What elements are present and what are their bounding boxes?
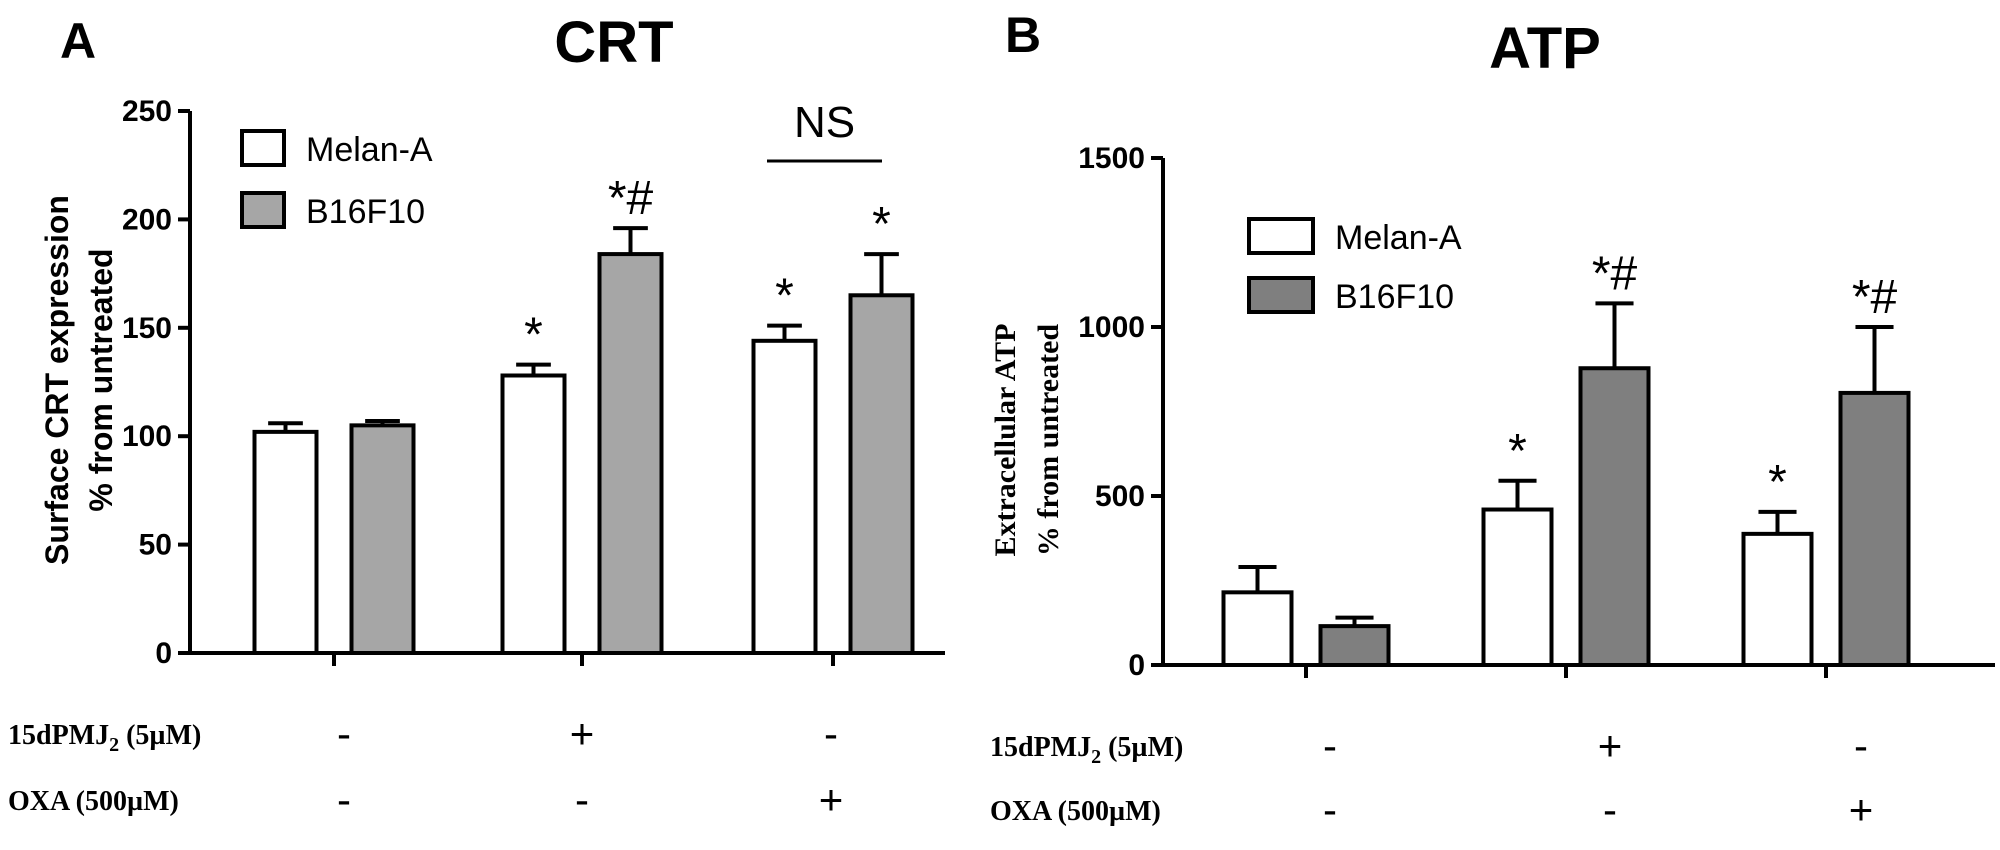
panel-a-y-tick-label-5: 250 bbox=[122, 95, 172, 128]
panel-a-legend-swatch-melan-a bbox=[240, 129, 286, 167]
panel-b-letter: B bbox=[1005, 7, 1041, 63]
panel-a-significance-label-melan-a-2: * bbox=[775, 270, 794, 323]
panel-b-condition-label-0: 15dPMJ2 (5µM) bbox=[990, 732, 1183, 768]
panel-a-condition-label-1: OXA (500µM) bbox=[8, 786, 179, 817]
panel-a-y-tick-label-0: 0 bbox=[155, 637, 172, 670]
panel-a-legend-swatch-b16f10 bbox=[240, 191, 286, 229]
panel-b-bar-b16f10-1 bbox=[1578, 366, 1651, 667]
panel-a-y-tick-label-4: 200 bbox=[122, 203, 172, 236]
panel-a-significance-label-melan-a-1: * bbox=[524, 309, 543, 362]
panel-b-significance-label-b16f10-1: *# bbox=[1592, 247, 1638, 300]
panel-a-significance-label-b16f10-1: *# bbox=[608, 172, 654, 225]
panel-a-legend-label-b16f10: B16F10 bbox=[306, 193, 425, 231]
panel-b-condition-1-sign-0: - bbox=[1323, 786, 1337, 833]
panel-b-ylabel-line2: % from untreated bbox=[1032, 324, 1065, 557]
panel-b-legend-label-melan-a: Melan-A bbox=[1335, 219, 1462, 257]
panel-b-y-tick-label-0: 0 bbox=[1128, 649, 1145, 682]
panel-b-ylabel-line1: Extracellular ATP bbox=[989, 323, 1022, 556]
panel-b-condition-0-sign-2: - bbox=[1854, 722, 1868, 769]
panel-a-condition-0-sign-0: - bbox=[337, 710, 351, 757]
panel-b-bar-b16f10-2 bbox=[1838, 390, 1911, 667]
panel-a-bar-b16f10-1 bbox=[597, 252, 664, 655]
panel-b-title: ATP bbox=[1489, 16, 1601, 81]
panel-b-bar-b16f10-0 bbox=[1318, 624, 1391, 668]
panel-b-significance-label-melan-a-2: * bbox=[1768, 456, 1787, 509]
panel-b-significance-label-melan-a-1: * bbox=[1508, 425, 1527, 478]
panel-a-title: CRT bbox=[554, 10, 673, 75]
panel-a-y-tick-label-3: 150 bbox=[122, 312, 172, 345]
panel-b-condition-0-sign-1: + bbox=[1598, 722, 1623, 769]
panel-a-bar-b16f10-2 bbox=[848, 293, 915, 655]
panel-a-y-tick-label-1: 50 bbox=[139, 529, 172, 562]
panel-b-bar-melan-a-1 bbox=[1481, 507, 1554, 667]
panel-a-bar-melan-a-2 bbox=[751, 338, 818, 655]
panel-a-significance-label-b16f10-2: * bbox=[872, 198, 891, 251]
panel-a-bar-melan-a-1 bbox=[500, 373, 567, 655]
panel-a-condition-1-sign-0: - bbox=[337, 776, 351, 823]
panel-a-ylabel-line1: Surface CRT expression bbox=[39, 195, 75, 565]
panel-b-y-tick-label-1: 500 bbox=[1095, 480, 1145, 513]
panel-b-condition-label-1: OXA (500µM) bbox=[990, 796, 1161, 827]
panel-a-legend-label-melan-a: Melan-A bbox=[306, 131, 433, 169]
panel-b-y-tick-label-2: 1000 bbox=[1078, 311, 1145, 344]
panel-a-letter: A bbox=[60, 13, 96, 69]
panel-b-y-tick-label-3: 1500 bbox=[1078, 142, 1145, 175]
panel-a-bar-b16f10-0 bbox=[349, 423, 416, 655]
panel-b-condition-1-sign-2: + bbox=[1849, 786, 1874, 833]
panel-b-bar-melan-a-0 bbox=[1221, 590, 1294, 668]
panel-b-bar-melan-a-2 bbox=[1741, 531, 1814, 668]
panel-a-bar-melan-a-0 bbox=[252, 429, 319, 656]
panel-a-condition-0-sign-1: + bbox=[570, 710, 595, 757]
panel-a-ns-label: NS bbox=[794, 98, 855, 147]
panel-b-condition-1-sign-1: - bbox=[1603, 786, 1617, 833]
panel-b-legend-swatch-melan-a bbox=[1247, 217, 1315, 255]
panel-a-ylabel-line2: % from untreated bbox=[83, 248, 119, 511]
panel-a-condition-label-0: 15dPMJ2 (5µM) bbox=[8, 720, 201, 756]
panel-a-condition-1-sign-1: - bbox=[575, 776, 589, 823]
panel-a-y-tick-label-2: 100 bbox=[122, 420, 172, 453]
panel-b-significance-label-b16f10-2: *# bbox=[1852, 271, 1898, 324]
panel-b-legend-swatch-b16f10 bbox=[1247, 276, 1315, 314]
panel-a-condition-1-sign-2: + bbox=[819, 776, 844, 823]
panel-a-condition-0-sign-2: - bbox=[824, 710, 838, 757]
panel-b-legend-label-b16f10: B16F10 bbox=[1335, 278, 1454, 316]
panel-b-condition-0-sign-0: - bbox=[1323, 722, 1337, 769]
